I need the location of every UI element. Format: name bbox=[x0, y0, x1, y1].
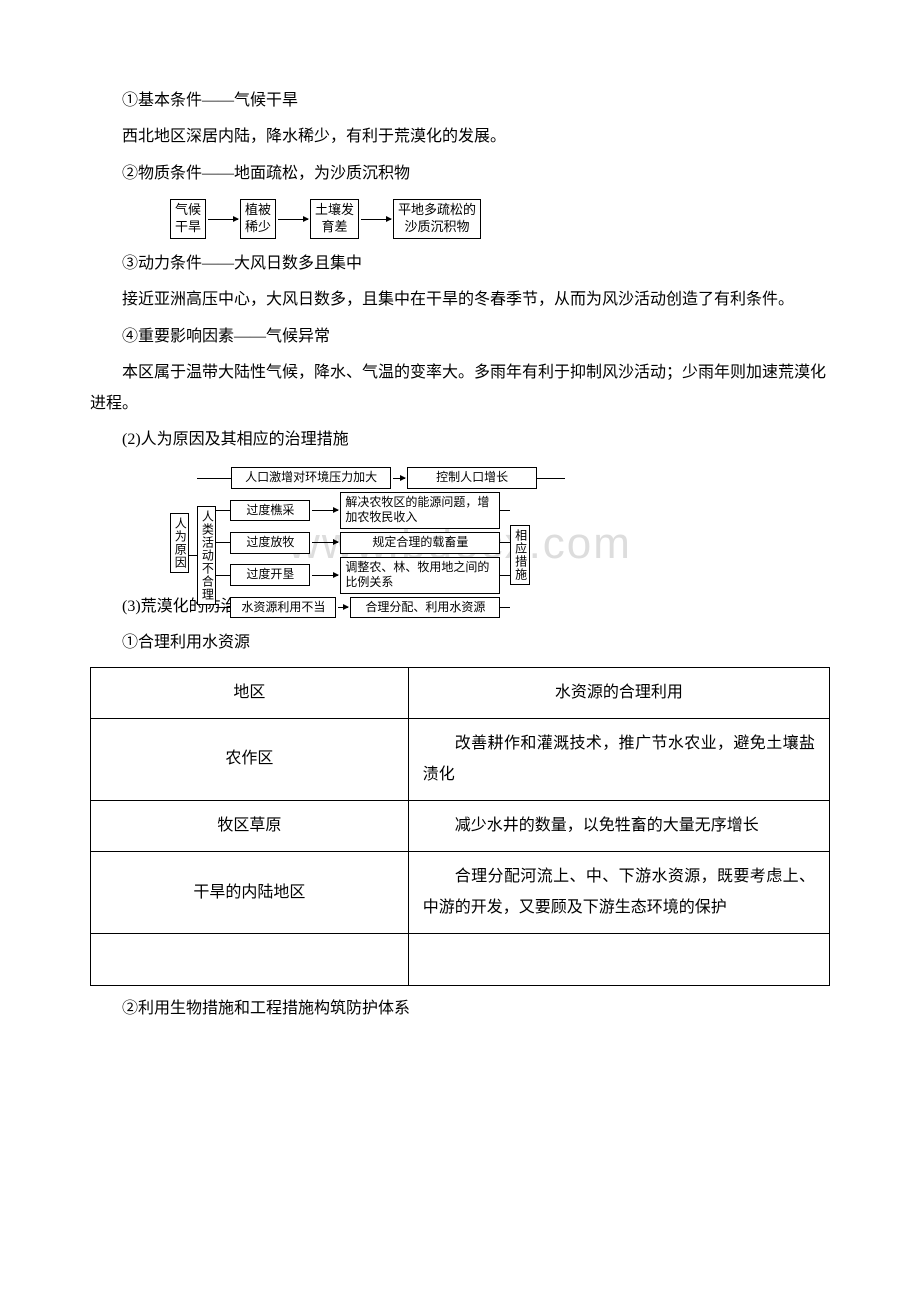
flow-box-sand: 平地多疏松的 沙质沉积物 bbox=[393, 199, 481, 239]
table-row: 干旱的内陆地区 合理分配河流上、中、下游水资源，既要考虑上、中游的开发，又要顾及… bbox=[91, 852, 830, 934]
heading-material-condition: ②物质条件——地面疏松，为沙质沉积物 bbox=[90, 159, 830, 189]
table-cell: 牧区草原 bbox=[91, 801, 409, 852]
table-row: 地区 水资源的合理利用 bbox=[91, 667, 830, 718]
table-cell: 改善耕作和灌溉技术，推广节水农业，避免土壤盐渍化 bbox=[408, 719, 829, 801]
flow-box-overcut: 过度樵采 bbox=[230, 500, 310, 522]
flow-box-measures: 相应措施 bbox=[510, 525, 529, 585]
arrow-right-icon bbox=[278, 219, 308, 220]
arrow-right-icon bbox=[312, 510, 338, 511]
table-cell: 减少水井的数量，以免牲畜的大量无序增长 bbox=[408, 801, 829, 852]
heading-basic-condition: ①基本条件——气候干旱 bbox=[90, 86, 830, 116]
flow-box-vegetation: 植被 稀少 bbox=[240, 199, 276, 239]
arrow-right-icon bbox=[338, 607, 348, 608]
heading-water-use: ①合理利用水资源 bbox=[90, 628, 830, 658]
heading-human-cause: (2)人为原因及其相应的治理措施 bbox=[90, 425, 830, 455]
flow-box-climate: 气候 干旱 bbox=[170, 199, 206, 239]
water-resource-table: 地区 水资源的合理利用 农作区 改善耕作和灌溉技术，推广节水农业，避免土壤盐渍化… bbox=[90, 667, 830, 986]
flow-box-control-population: 控制人口增长 bbox=[407, 467, 537, 489]
flow-text: 干旱 bbox=[175, 219, 201, 236]
arrow-right-icon bbox=[208, 219, 238, 220]
flow-text: 育差 bbox=[315, 219, 354, 236]
flow-box-population: 人口激增对环境压力加大 bbox=[231, 467, 391, 489]
table-cell: 合理分配河流上、中、下游水资源，既要考虑上、中游的开发，又要顾及下游生态环境的保… bbox=[408, 852, 829, 934]
heading-bio-engineering: ②利用生物措施和工程措施构筑防护体系 bbox=[90, 994, 830, 1024]
flow-box-overgraze: 过度放牧 bbox=[230, 532, 310, 554]
flow-text: 土壤发 bbox=[315, 202, 354, 219]
flow-text: 沙质沉积物 bbox=[398, 219, 476, 236]
flow-text: 植被 bbox=[245, 202, 271, 219]
flow-text: 稀少 bbox=[245, 219, 271, 236]
table-header-usage: 水资源的合理利用 bbox=[408, 667, 829, 718]
flow-diagram-climate: 气候 干旱 植被 稀少 土壤发 育差 平地多疏松的 沙质沉积物 bbox=[170, 199, 830, 239]
flow-box-overfarm: 过度开垦 bbox=[230, 564, 310, 586]
arrow-right-icon bbox=[312, 542, 338, 543]
arrow-right-icon bbox=[361, 219, 391, 220]
flow-box-activity: 人类活动不合理 bbox=[197, 506, 216, 605]
body-dynamic-condition: 接近亚洲高压中心，大风日数多，且集中在干旱的冬春季节，从而为风沙活动创造了有利条… bbox=[90, 285, 830, 315]
arrow-right-icon bbox=[312, 575, 338, 576]
table-row: 牧区草原 减少水井的数量，以免牲畜的大量无序增长 bbox=[91, 801, 830, 852]
flow-box-energy: 解决农牧区的能源问题，增加农牧民收入 bbox=[340, 492, 500, 529]
flow-box-human-cause: 人为原因 bbox=[170, 513, 189, 573]
flow-text: 平地多疏松的 bbox=[398, 202, 476, 219]
arrow-right-icon bbox=[393, 478, 405, 479]
flow-box-water-misuse: 水资源利用不当 bbox=[230, 597, 336, 619]
flow-text: 气候 bbox=[175, 202, 201, 219]
flow-box-livestock: 规定合理的载畜量 bbox=[340, 532, 500, 554]
body-climate-anomaly: 本区属于温带大陆性气候，降水、气温的变率大。多雨年有利于抑制风沙活动；少雨年则加… bbox=[90, 358, 830, 419]
flow-box-water-alloc: 合理分配、利用水资源 bbox=[350, 597, 500, 619]
heading-dynamic-condition: ③动力条件——大风日数多且集中 bbox=[90, 249, 830, 279]
body-basic-condition: 西北地区深居内陆，降水稀少，有利于荒漠化的发展。 bbox=[90, 122, 830, 152]
table-row bbox=[91, 934, 830, 985]
table-row: 农作区 改善耕作和灌溉技术，推广节水农业，避免土壤盐渍化 bbox=[91, 719, 830, 801]
table-cell: 干旱的内陆地区 bbox=[91, 852, 409, 934]
table-header-region: 地区 bbox=[91, 667, 409, 718]
table-cell-empty bbox=[408, 934, 829, 985]
table-cell: 农作区 bbox=[91, 719, 409, 801]
heading-climate-anomaly: ④重要影响因素——气候异常 bbox=[90, 322, 830, 352]
flow-box-landuse: 调整农、林、牧用地之间的比例关系 bbox=[340, 557, 500, 594]
table-cell-empty bbox=[91, 934, 409, 985]
flow-box-soil: 土壤发 育差 bbox=[310, 199, 359, 239]
flow-diagram-human-cause: 人为原因 人口激增对环境压力加大 控制人口增长 人类活动不合理 过度樵采 bbox=[170, 467, 830, 618]
